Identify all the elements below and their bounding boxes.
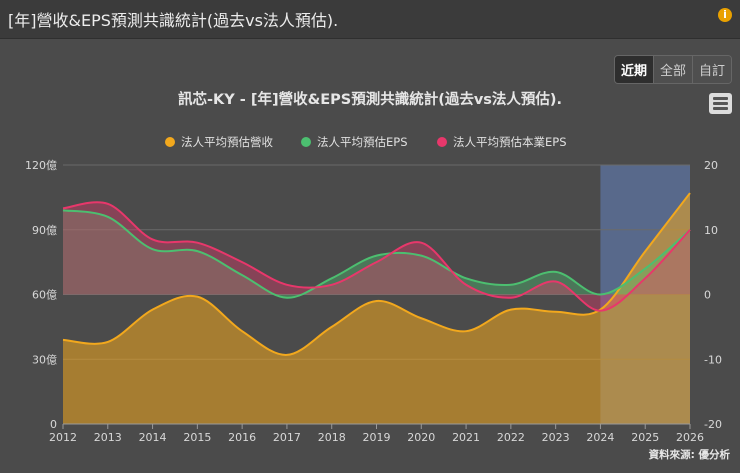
x-tick-label: 2015	[183, 431, 211, 444]
x-tick-label: 2026	[676, 431, 704, 444]
x-tick-label: 2014	[139, 431, 167, 444]
legend-label-revenue: 法人平均預估營收	[181, 135, 273, 149]
top-bar: [年]營收&EPS預測共識統計(過去vs法人預估). i	[0, 0, 740, 39]
y-right-tick-label: -10	[704, 353, 722, 366]
legend-marker-eps	[301, 137, 311, 147]
y-left-tick-label: 30億	[32, 353, 57, 366]
series-area-revenue	[63, 193, 690, 424]
x-tick-label: 2021	[452, 431, 480, 444]
series-area-core-eps	[63, 202, 690, 311]
range-button-recent[interactable]: 近期	[615, 56, 654, 83]
legend-marker-core-eps	[437, 137, 447, 147]
legend-label-core-eps: 法人平均預估本業EPS	[453, 135, 567, 149]
range-button-group: 近期 全部 自訂	[614, 55, 733, 84]
y-right-tick-label: 20	[704, 159, 718, 172]
series-line-eps	[62, 209, 691, 299]
x-tick-label: 2022	[497, 431, 525, 444]
range-button-custom[interactable]: 自訂	[692, 56, 732, 83]
credit-text: 資料來源: 優分析	[649, 448, 731, 461]
y-right-tick-label: 0	[704, 289, 711, 302]
y-right-tick-label: -20	[704, 418, 722, 431]
y-left-tick-label: 90億	[32, 224, 57, 237]
y-left-tick-label: 120億	[25, 159, 57, 172]
x-tick-label: 2024	[586, 431, 614, 444]
info-icon[interactable]: i	[718, 8, 732, 22]
x-tick-label: 2023	[542, 431, 570, 444]
chart-title: 訊芯-KY - [年]營收&EPS預測共識統計(過去vs法人預估).	[178, 90, 562, 108]
y-left-tick-label: 60億	[32, 289, 57, 302]
x-tick-label: 2018	[318, 431, 346, 444]
series-line-core-eps	[62, 201, 691, 312]
page-title: [年]營收&EPS預測共識統計(過去vs法人預估).	[8, 11, 339, 30]
x-tick-label: 2025	[631, 431, 659, 444]
y-right-tick-label: 10	[704, 224, 718, 237]
range-button-all[interactable]: 全部	[653, 56, 693, 83]
series-area-eps	[63, 210, 690, 298]
x-tick-label: 2016	[228, 431, 256, 444]
x-tick-label: 2012	[49, 431, 77, 444]
x-tick-label: 2017	[273, 431, 301, 444]
x-tick-label: 2019	[363, 431, 391, 444]
hamburger-menu-icon[interactable]	[709, 93, 732, 114]
series-line-revenue	[62, 192, 691, 356]
legend-marker-revenue	[165, 137, 175, 147]
legend-label-eps: 法人平均預估EPS	[317, 135, 408, 149]
x-tick-label: 2020	[407, 431, 435, 444]
x-tick-label: 2013	[94, 431, 122, 444]
y-left-tick-label: 0	[50, 418, 57, 431]
